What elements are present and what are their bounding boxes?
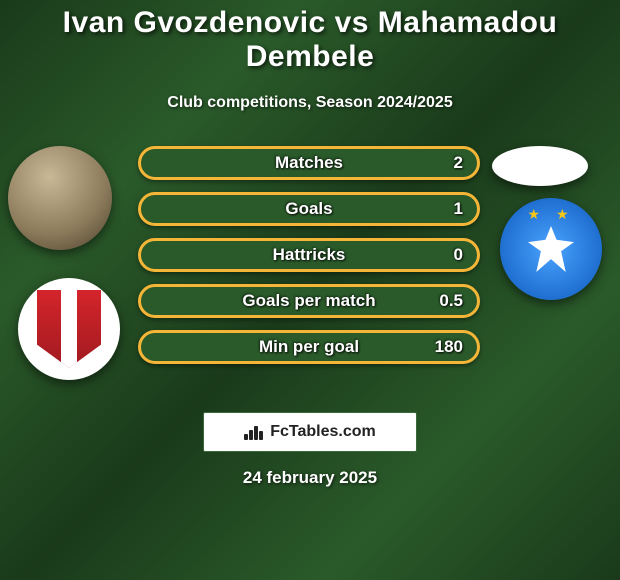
player-left-avatar — [8, 146, 112, 250]
stat-row-goals: Goals 1 — [138, 192, 480, 226]
stat-row-min-per-goal: Min per goal 180 — [138, 330, 480, 364]
stat-label: Hattricks — [273, 245, 346, 265]
club-badge-right: ★ ★ — [500, 198, 602, 300]
stats-area: ★ ★ Matches 2 Goals 1 Hattricks 0 Goals … — [0, 140, 620, 390]
stat-row-goals-per-match: Goals per match 0.5 — [138, 284, 480, 318]
player-right-placeholder — [492, 146, 588, 186]
shield-icon — [37, 290, 101, 368]
stat-value: 180 — [435, 337, 463, 357]
stat-label: Goals per match — [242, 291, 375, 311]
shield-stripe — [61, 290, 76, 368]
star-icon: ★ ★ — [500, 206, 602, 223]
stat-label: Matches — [275, 153, 343, 173]
eagle-icon — [528, 226, 574, 272]
stat-label: Min per goal — [259, 337, 359, 357]
stat-row-matches: Matches 2 — [138, 146, 480, 180]
date-label: 24 february 2025 — [0, 468, 620, 488]
page-title: Ivan Gvozdenovic vs Mahamadou Dembele — [0, 6, 620, 74]
brand-badge[interactable]: FcTables.com — [203, 412, 417, 452]
comparison-card: Ivan Gvozdenovic vs Mahamadou Dembele Cl… — [0, 0, 620, 580]
stat-label: Goals — [285, 199, 332, 219]
stat-pill-stack: Matches 2 Goals 1 Hattricks 0 Goals per … — [138, 146, 480, 376]
stat-row-hattricks: Hattricks 0 — [138, 238, 480, 272]
stat-value: 1 — [454, 199, 463, 219]
brand-text: FcTables.com — [270, 423, 376, 441]
stat-value: 2 — [454, 153, 463, 173]
club-badge-left — [18, 278, 120, 380]
stat-value: 0.5 — [439, 291, 463, 311]
bar-chart-icon — [244, 424, 264, 440]
stat-value: 0 — [454, 245, 463, 265]
subtitle: Club competitions, Season 2024/2025 — [0, 94, 620, 112]
